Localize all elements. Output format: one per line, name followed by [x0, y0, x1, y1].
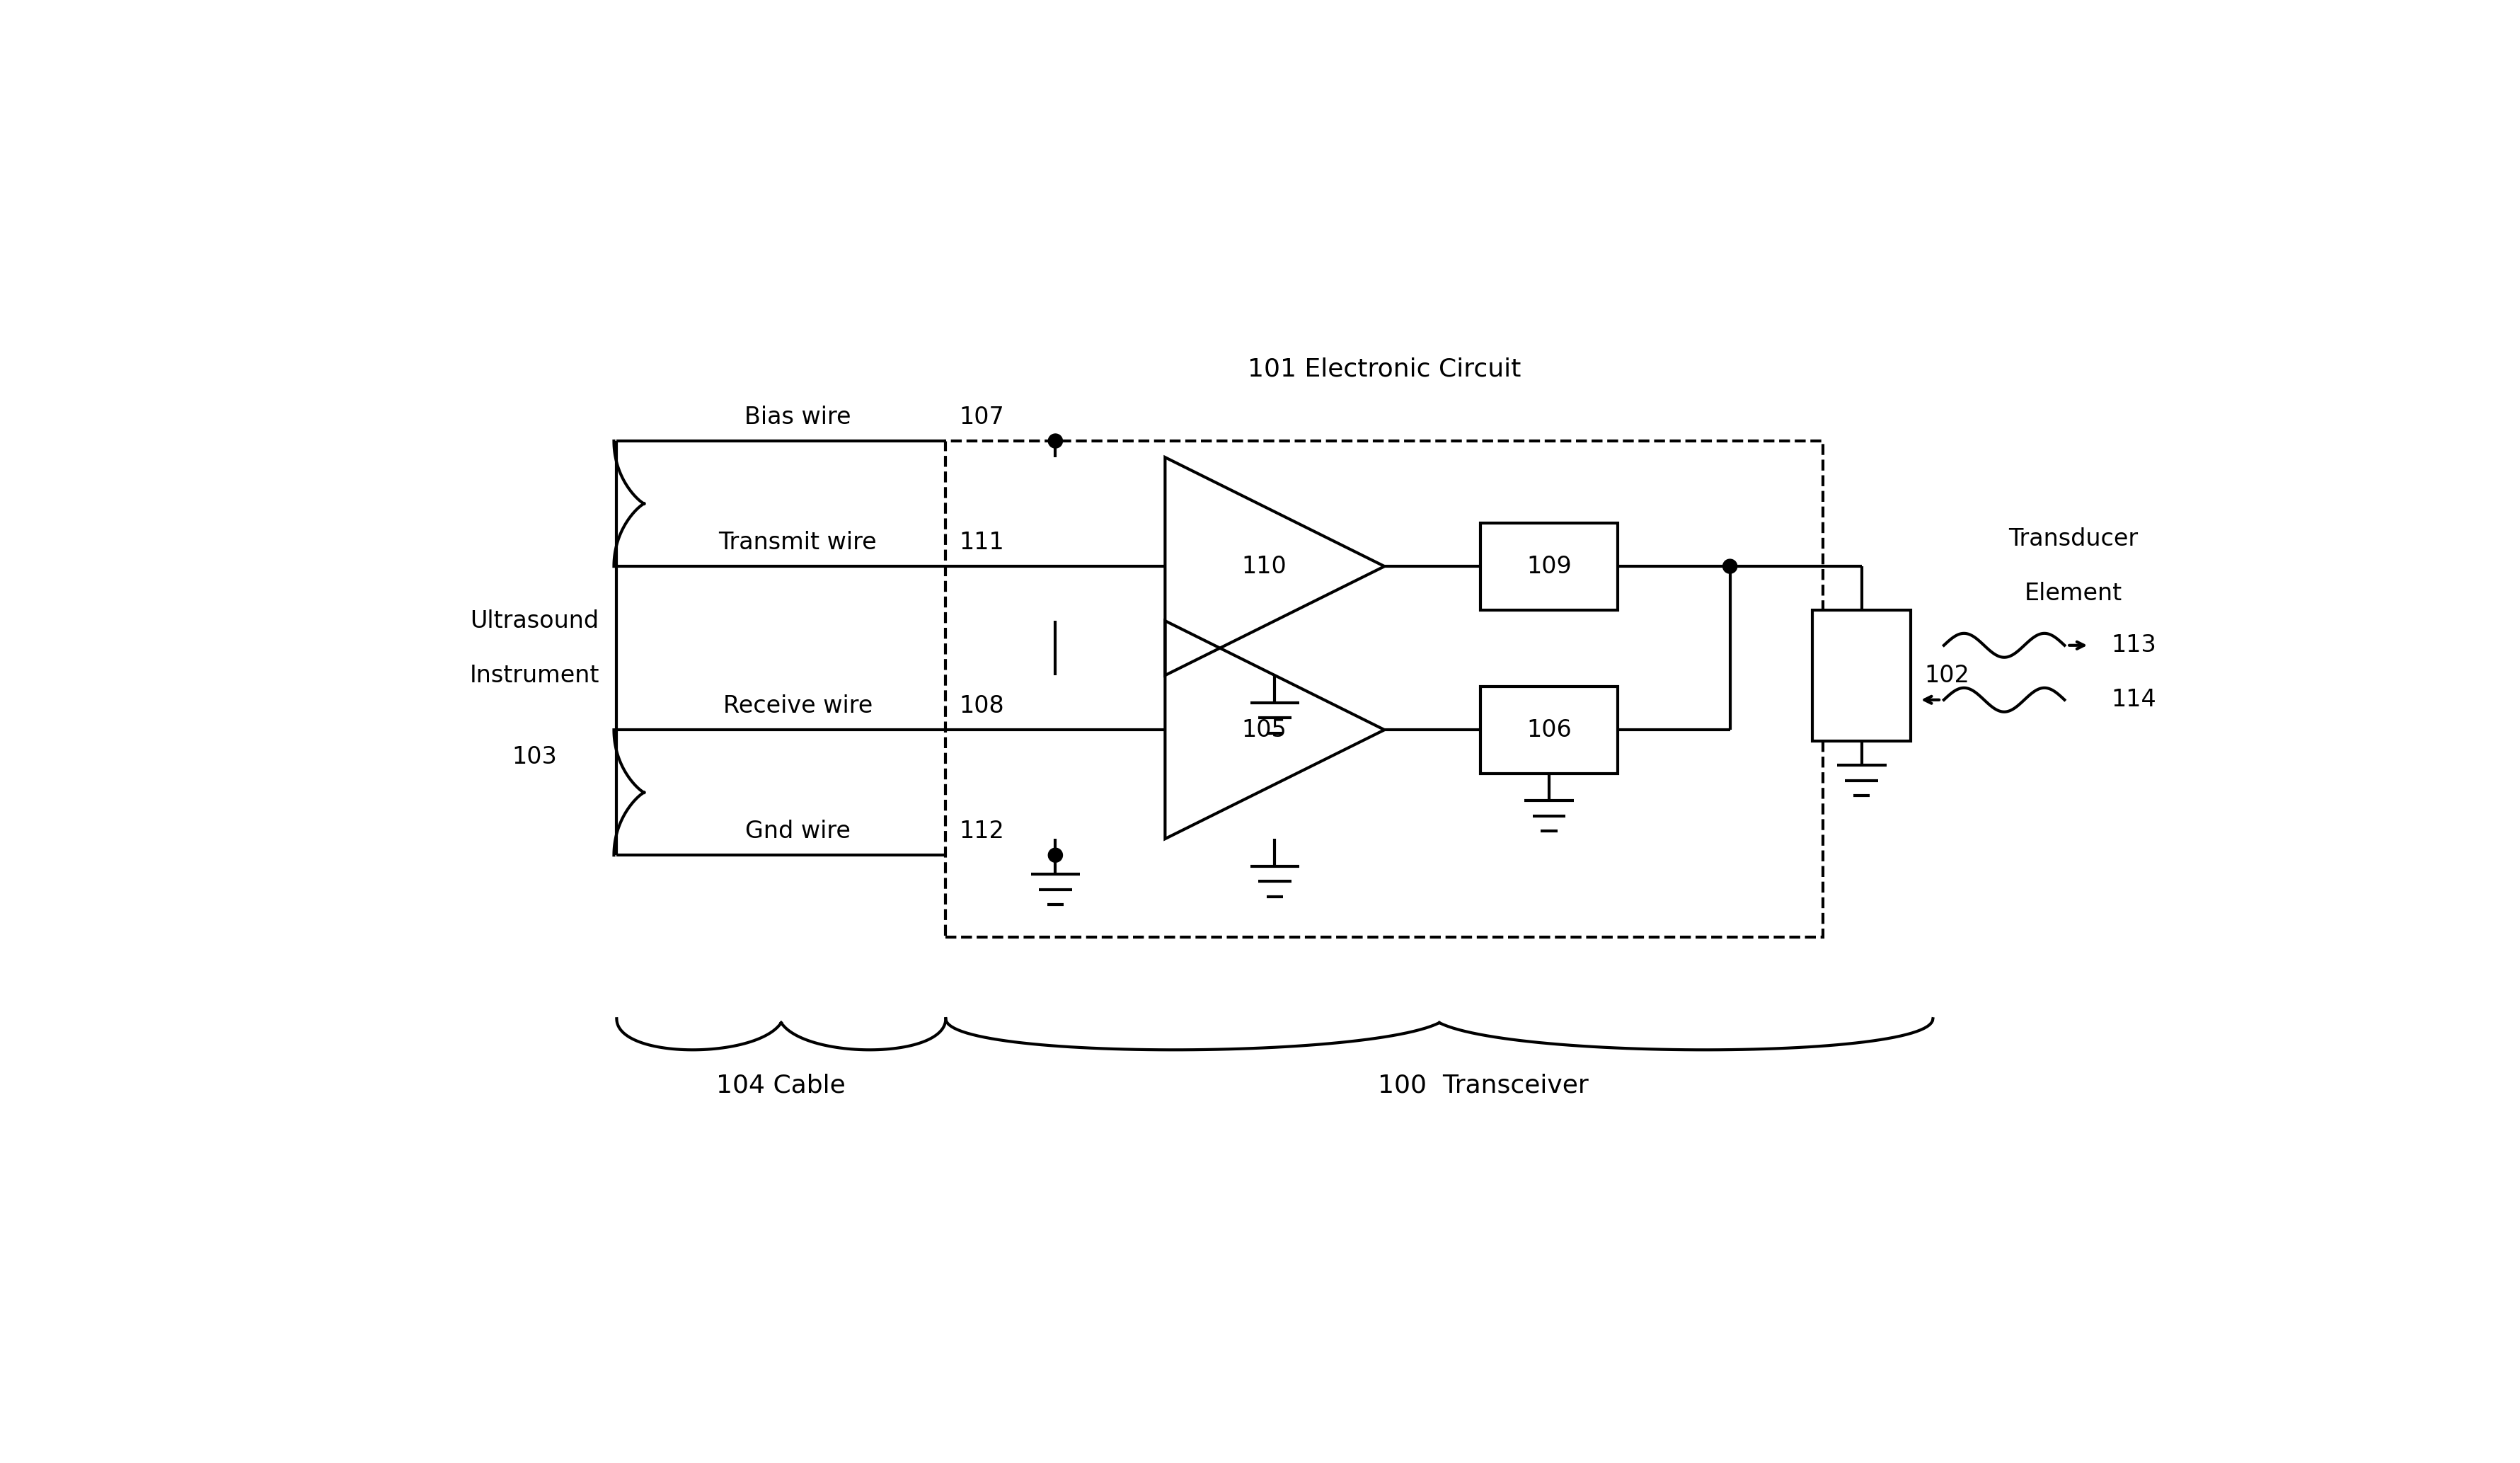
- Text: Transmit wire: Transmit wire: [718, 531, 877, 554]
- Text: Transducer: Transducer: [2008, 527, 2137, 550]
- Text: Ultrasound: Ultrasound: [469, 609, 600, 632]
- Bar: [1812, 610, 1910, 740]
- Text: 112: 112: [960, 819, 1005, 843]
- Text: 102: 102: [1925, 664, 1971, 688]
- Bar: [1479, 522, 1618, 610]
- Text: 106: 106: [1527, 718, 1572, 742]
- Text: Instrument: Instrument: [469, 664, 600, 688]
- Text: 114: 114: [2112, 688, 2157, 711]
- Text: 105: 105: [1242, 718, 1285, 742]
- Text: 101 Electronic Circuit: 101 Electronic Circuit: [1247, 357, 1522, 380]
- Text: 107: 107: [960, 405, 1005, 429]
- Text: 103: 103: [512, 745, 557, 768]
- Text: 100  Transceiver: 100 Transceiver: [1378, 1074, 1588, 1097]
- Text: Gnd wire: Gnd wire: [746, 819, 849, 843]
- Text: 110: 110: [1242, 554, 1285, 578]
- Text: 104 Cable: 104 Cable: [716, 1074, 847, 1097]
- Text: 109: 109: [1527, 554, 1572, 578]
- Text: 108: 108: [960, 695, 1005, 718]
- Text: Element: Element: [2024, 582, 2122, 606]
- Bar: [945, 440, 1822, 936]
- Bar: [1479, 686, 1618, 774]
- Text: 113: 113: [2112, 633, 2157, 657]
- Circle shape: [1048, 849, 1063, 862]
- Circle shape: [1048, 435, 1063, 448]
- Circle shape: [1724, 559, 1736, 573]
- Text: Receive wire: Receive wire: [723, 695, 872, 718]
- Text: 111: 111: [960, 531, 1005, 554]
- Text: Bias wire: Bias wire: [743, 405, 852, 429]
